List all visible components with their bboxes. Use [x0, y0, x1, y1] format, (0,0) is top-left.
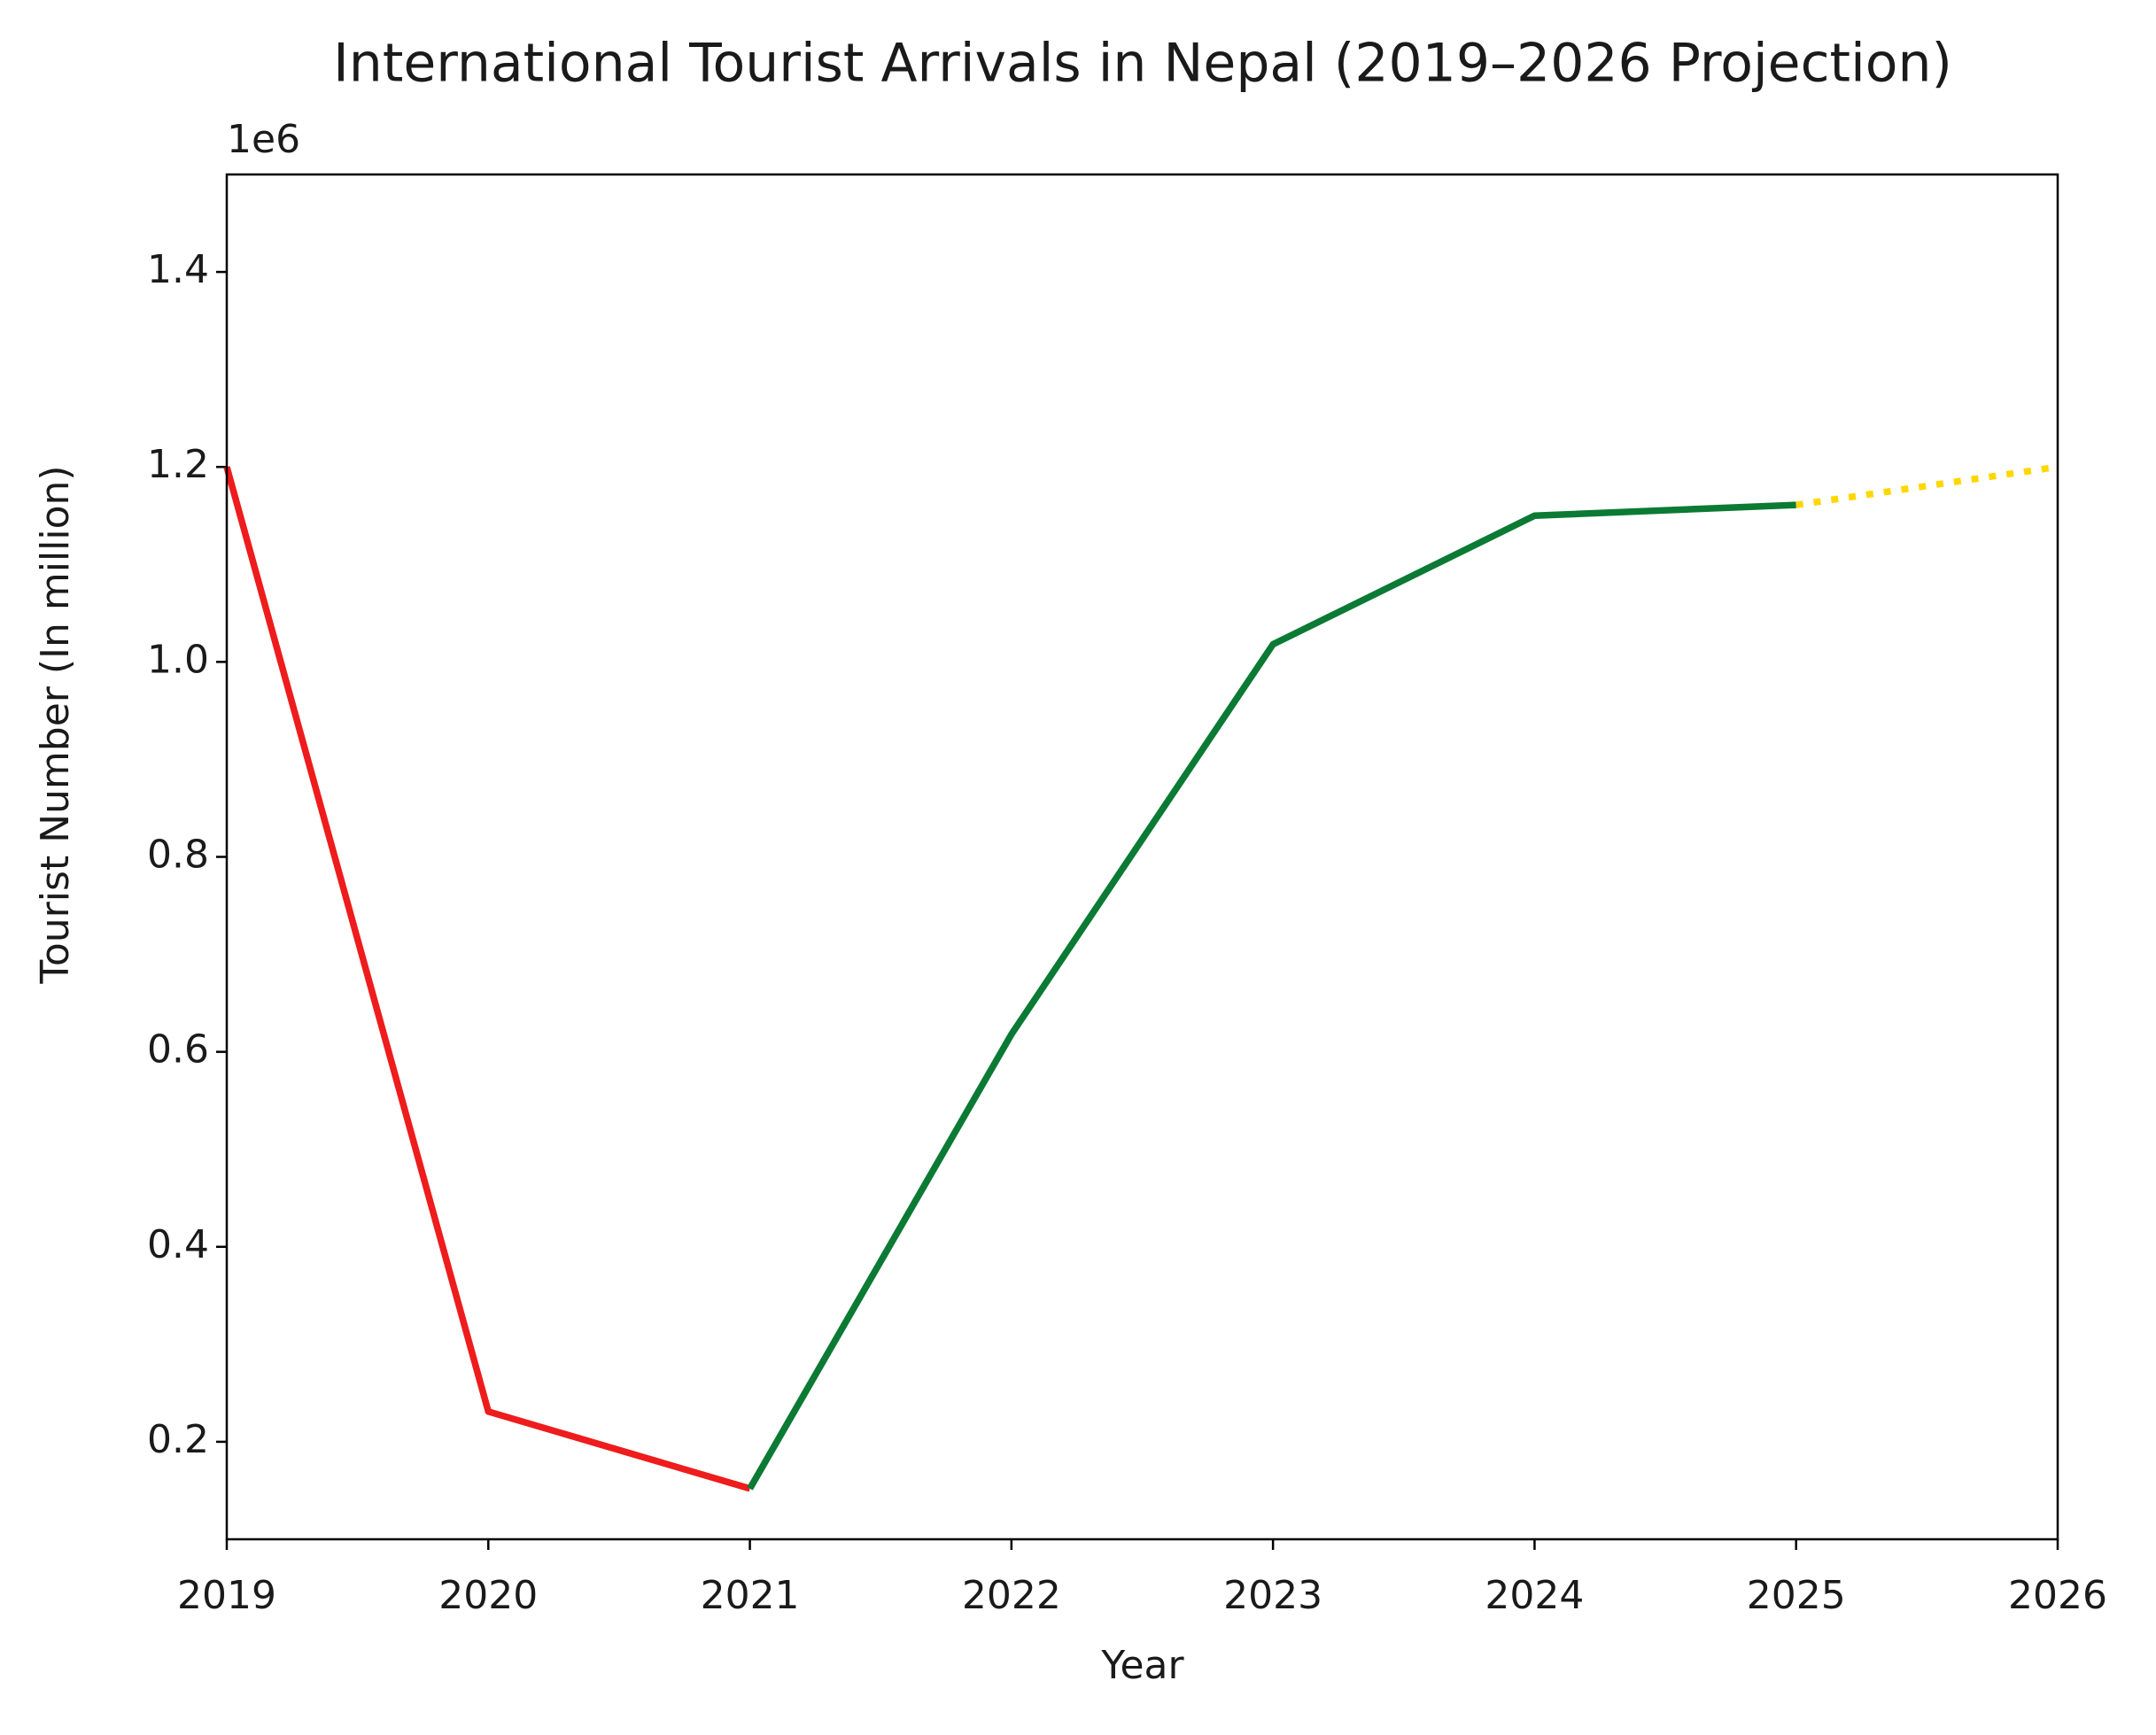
x-tick-label: 2020 — [438, 1573, 538, 1618]
y-tick-label: 1.2 — [147, 442, 209, 487]
y-tick-label: 0.6 — [147, 1027, 209, 1073]
y-tick-label: 1.4 — [147, 247, 209, 292]
x-tick-label: 2022 — [962, 1573, 1061, 1618]
series-line — [1795, 463, 2059, 508]
y-tick-label: 0.8 — [147, 833, 209, 878]
chart-title: International Tourist Arrivals in Nepal … — [333, 33, 1952, 95]
x-tick-label: 2025 — [1747, 1573, 1846, 1618]
x-tick-label: 2023 — [1223, 1573, 1322, 1618]
series-line — [223, 466, 751, 1492]
y-axis-label: Tourist Number (In million) — [33, 465, 78, 984]
x-tick-label: 2019 — [177, 1573, 276, 1618]
y-tick-label: 0.2 — [147, 1417, 209, 1462]
plot-frame — [225, 173, 2059, 1541]
y-offset-label: 1e6 — [227, 117, 300, 162]
x-tick-label: 2024 — [1485, 1573, 1584, 1618]
x-tick-label: 2021 — [701, 1573, 800, 1618]
x-tick-label: 2026 — [2008, 1573, 2107, 1618]
x-axis-label: Year — [1100, 1643, 1184, 1688]
y-tick-label: 0.4 — [147, 1222, 209, 1267]
y-tick-label: 1.0 — [147, 637, 209, 682]
series-line — [747, 501, 1796, 1491]
